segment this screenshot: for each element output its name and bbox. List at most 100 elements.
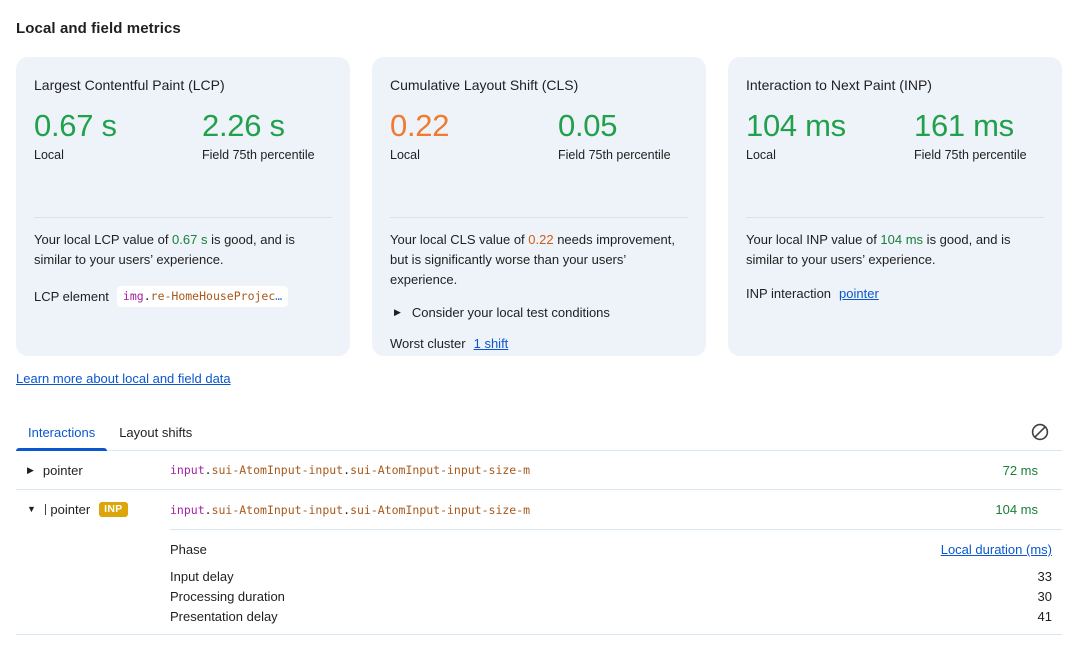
inp-values: 104 ms Local 161 ms Field 75th percentil… (746, 109, 1044, 203)
phase-label: Presentation delay (170, 609, 278, 624)
inp-field-label: Field 75th percentile (914, 148, 1027, 162)
phase-row-processing-duration: Processing duration 30 (170, 587, 1062, 607)
divider (16, 634, 1062, 635)
selector-dot: . (204, 502, 212, 517)
worst-cluster-link[interactable]: 1 shift (473, 336, 509, 351)
interaction-row-pointer[interactable]: ▶ pointer input.sui-AtomInput-input.sui-… (16, 451, 1062, 490)
inp-desc-value: 104 ms (880, 232, 924, 247)
phase-row-presentation-delay: Presentation delay 41 (170, 607, 1062, 627)
interaction-row-left: ▼ pointer INP (16, 501, 170, 518)
card-cls: Cumulative Layout Shift (CLS) 0.22 Local… (372, 57, 706, 356)
inp-field-value: 161 ms (914, 108, 1014, 143)
cls-values: 0.22 Local 0.05 Field 75th percentile (390, 109, 688, 203)
selector-class: sui-AtomInput-input-size-m (350, 502, 531, 517)
phase-label: Input delay (170, 569, 234, 584)
lcp-desc-value: 0.67 s (172, 232, 208, 247)
local-duration-sort-link[interactable]: Local duration (ms) (940, 542, 1052, 557)
learn-more-link[interactable]: Learn more about local and field data (16, 371, 231, 386)
phase-header: Phase (170, 542, 207, 557)
cls-card-title: Cumulative Layout Shift (CLS) (390, 77, 579, 93)
divider (390, 217, 688, 218)
inp-desc-post: is good, and is similar to your users’ e… (746, 232, 1011, 267)
inp-card-title: Interaction to Next Paint (INP) (746, 77, 932, 93)
chip-tag: img (122, 289, 144, 303)
cls-description: Your local CLS value of 0.22 needs impro… (390, 230, 688, 290)
block-icon[interactable] (1030, 422, 1050, 442)
inp-interaction-row: INP interaction pointer (746, 286, 1044, 301)
consider-conditions-label: Consider your local test conditions (411, 305, 610, 320)
worst-cluster-label: Worst cluster (390, 336, 466, 351)
selector-tag: input (170, 502, 205, 517)
lcp-local-label: Local (34, 148, 64, 162)
divider (746, 217, 1044, 218)
lcp-local-value: 0.67 s (34, 108, 117, 143)
inp-interaction-link[interactable]: pointer (839, 286, 879, 301)
cls-desc-value: 0.22 (528, 232, 554, 247)
inp-local-column: 104 ms Local (746, 109, 896, 203)
selector-class: sui-AtomInput-input (211, 502, 344, 517)
phase-row-input-delay: Input delay 33 (170, 567, 1062, 587)
expand-expanded-icon: ▼ (27, 504, 36, 514)
lcp-element-chip[interactable]: img.re-HomeHouseProjec… (116, 286, 289, 307)
event-duration: 104 ms (995, 502, 1038, 517)
worst-cluster-row: Worst cluster 1 shift (390, 336, 688, 351)
selector-dot: . (343, 502, 351, 517)
tab-bar: Interactions Layout shifts (16, 422, 1062, 451)
phase-value: 30 (1037, 589, 1052, 604)
event-selector[interactable]: input.sui-AtomInput-input.sui-AtomInput-… (170, 463, 530, 477)
tab-interactions[interactable]: Interactions (16, 425, 108, 451)
inp-desc-pre: Your local INP value of (746, 232, 881, 247)
card-inp: Interaction to Next Paint (INP) 104 ms L… (728, 57, 1062, 356)
phase-value: 33 (1037, 569, 1052, 584)
chip-class: re-HomeHouseProjec (150, 289, 276, 303)
selector-dot: . (204, 463, 212, 477)
selector-class: sui-AtomInput-input-size-m (350, 463, 531, 477)
cls-field-column: 0.05 Field 75th percentile (558, 109, 688, 203)
event-type-label: pointer (50, 502, 91, 517)
selector-dot: . (343, 463, 351, 477)
event-duration: 72 ms (1002, 462, 1038, 478)
inp-local-label: Local (746, 148, 776, 162)
cls-desc-post: needs improvement, but is significantly … (390, 232, 675, 287)
cls-local-label: Local (390, 148, 420, 162)
page-title: Local and field metrics (16, 20, 181, 37)
interaction-row-left: ▶ pointer (16, 463, 170, 478)
inp-badge: INP (99, 501, 128, 518)
inp-field-column: 161 ms Field 75th percentile (914, 109, 1044, 203)
interaction-row-pointer-inp[interactable]: ▼ pointer INP input.sui-AtomInput-input.… (16, 490, 1062, 529)
lcp-desc-pre: Your local LCP value of (34, 232, 173, 247)
inp-description: Your local INP value of 104 ms is good, … (746, 230, 1044, 270)
event-type-label: pointer (42, 462, 83, 478)
metric-cards: Largest Contentful Paint (LCP) 0.67 s Lo… (16, 57, 1062, 356)
phase-details: Phase Local duration (ms) Input delay 33… (170, 529, 1062, 627)
lcp-field-value: 2.26 s (202, 108, 285, 143)
text-caret (44, 504, 47, 515)
cls-field-label: Field 75th percentile (558, 148, 671, 162)
lcp-local-column: 0.67 s Local (34, 109, 184, 203)
lcp-element-row: LCP element img.re-HomeHouseProjec… (34, 286, 332, 307)
phase-header-row: Phase Local duration (ms) (170, 542, 1062, 558)
chip-ellipsis: … (275, 289, 283, 303)
selector-class: sui-AtomInput-input (211, 463, 344, 477)
selector-tag: input (170, 463, 205, 477)
lcp-element-label: LCP element (34, 289, 109, 304)
phase-value: 41 (1037, 609, 1052, 624)
event-selector[interactable]: input.sui-AtomInput-input.sui-AtomInput-… (170, 503, 530, 517)
tab-layout-shifts[interactable]: Layout shifts (119, 425, 193, 440)
lcp-field-label: Field 75th percentile (202, 148, 315, 162)
card-lcp: Largest Contentful Paint (LCP) 0.67 s Lo… (16, 57, 350, 356)
chip-dot: . (143, 289, 151, 303)
phase-label: Processing duration (170, 589, 285, 604)
cls-desc-pre: Your local CLS value of (390, 232, 529, 247)
lcp-values: 0.67 s Local 2.26 s Field 75th percentil… (34, 109, 332, 203)
lcp-card-title: Largest Contentful Paint (LCP) (34, 77, 225, 93)
expand-collapsed-icon: ▶ (27, 464, 34, 475)
divider (34, 217, 332, 218)
cls-field-value: 0.05 (558, 108, 618, 143)
lcp-field-column: 2.26 s Field 75th percentile (202, 109, 332, 203)
cls-local-column: 0.22 Local (390, 109, 540, 203)
inp-local-value: 104 ms (746, 108, 846, 143)
chevron-right-icon: ▶ (394, 307, 401, 317)
inp-interaction-label: INP interaction (746, 286, 832, 301)
consider-conditions-toggle[interactable]: ▶ Consider your local test conditions (390, 305, 688, 320)
